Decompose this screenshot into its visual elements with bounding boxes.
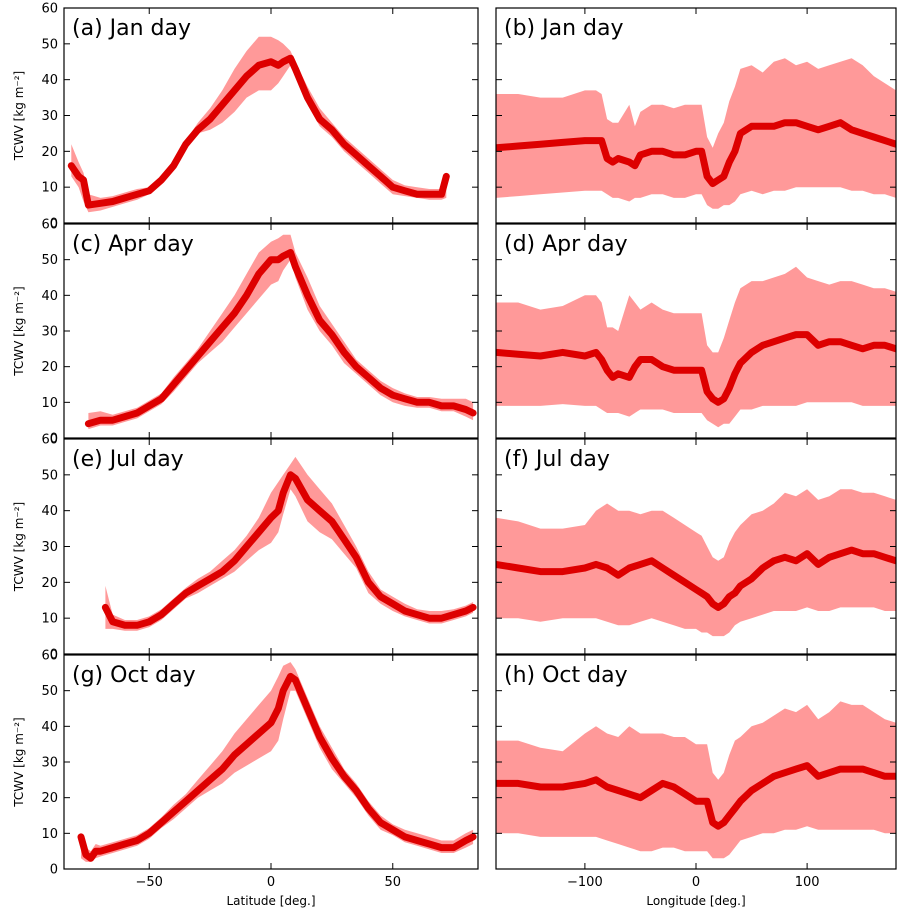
panel-6: 0 10 20 30 40 50 60 −50 0 50 (g) Oct day TCWV [kg m…: [12, 649, 479, 908]
y-tick-label: 40: [41, 289, 58, 304]
y-axis-label: TCWV [kg m⁻²]: [12, 71, 26, 161]
y-tick-label: 50: [41, 468, 58, 483]
y-tick-label: 40: [41, 504, 58, 519]
x-tick-label: 50: [384, 875, 401, 890]
y-tick-label: 10: [41, 827, 58, 842]
plot-area: [84, 234, 477, 430]
y-tick-label: 10: [41, 612, 58, 627]
plot-area: [496, 489, 896, 637]
y-tick-label: 30: [41, 756, 58, 771]
mean-line: [84, 249, 477, 428]
panel-7: −100 0 100 (h) Oct day Longitude [deg.]: [495, 654, 897, 908]
y-axis-label: TCWV [kg m⁻²]: [12, 502, 26, 592]
y-tick-label: 50: [41, 684, 58, 699]
x-tick-label: −50: [136, 875, 163, 890]
panel-label: (h) Oct day: [504, 663, 628, 688]
panel-4: 0 10 20 30 40 50 60 (e) Jul day TCWV [kg m⁻²]: [12, 433, 479, 663]
y-tick-label: 30: [41, 540, 58, 555]
mean-line: [496, 119, 896, 188]
y-tick-label: 20: [41, 576, 58, 591]
y-tick-label: 0: [50, 863, 58, 878]
y-tick-label: 10: [41, 181, 58, 196]
plot-area: [77, 662, 477, 862]
y-tick-label: 60: [41, 649, 58, 664]
x-axis-label: Latitude [deg.]: [227, 894, 316, 908]
y-tick-label: 10: [41, 396, 58, 411]
y-tick-label: 0: [50, 432, 58, 447]
panel-3: (d) Apr day: [495, 223, 897, 439]
uncertainty-band: [81, 662, 474, 862]
panel-label: (e) Jul day: [72, 447, 184, 472]
mean-line: [67, 54, 450, 209]
y-tick-label: 30: [41, 109, 58, 124]
panel-label: (a) Jan day: [72, 16, 191, 41]
y-axis-label: TCWV [kg m⁻²]: [12, 717, 26, 807]
mean-line: [496, 331, 896, 406]
plot-area: [496, 58, 896, 209]
y-tick-label: 60: [41, 433, 58, 448]
y-tick-label: 0: [50, 648, 58, 663]
plot-area: [496, 701, 896, 859]
x-tick-label: 100: [795, 875, 820, 890]
x-tick-label: 0: [267, 875, 275, 890]
y-tick-label: 20: [41, 145, 58, 160]
y-tick-label: 40: [41, 720, 58, 735]
panel-label: (d) Apr day: [504, 232, 628, 257]
mean-line: [77, 672, 477, 862]
y-tick-label: 0: [50, 217, 58, 232]
mean-line: [496, 546, 896, 611]
y-axis-label: TCWV [kg m⁻²]: [12, 286, 26, 376]
uncertainty-band: [496, 489, 896, 637]
panel-5: (f) Jul day: [495, 438, 897, 655]
y-tick-label: 30: [41, 325, 58, 340]
plot-area: [67, 36, 450, 213]
x-tick-label: 0: [692, 875, 700, 890]
y-tick-label: 50: [41, 37, 58, 52]
x-tick-label: −100: [567, 875, 603, 890]
panel-label: (b) Jan day: [504, 16, 624, 41]
panel-0: 0 10 20 30 40 50 60 (a) Jan day TCWV [kg m⁻²]: [12, 2, 479, 232]
panel-label: (f) Jul day: [504, 447, 610, 472]
panel-1: (b) Jan day: [495, 7, 897, 224]
y-tick-label: 20: [41, 791, 58, 806]
mean-line: [496, 762, 896, 830]
y-tick-label: 40: [41, 73, 58, 88]
mean-line: [101, 471, 477, 629]
panel-label: (c) Apr day: [72, 232, 194, 257]
uncertainty-band: [496, 58, 896, 209]
uncertainty-band: [496, 701, 896, 859]
plot-area: [496, 266, 896, 428]
uncertainty-band: [496, 266, 896, 428]
y-tick-label: 60: [41, 218, 58, 233]
y-tick-label: 60: [41, 2, 58, 17]
panel-2: 0 10 20 30 40 50 60 (c) Apr day TCWV [kg m⁻²]: [12, 218, 479, 447]
y-tick-label: 20: [41, 360, 58, 375]
plot-area: [101, 456, 477, 631]
x-axis-label: Longitude [deg.]: [646, 894, 745, 908]
y-tick-label: 50: [41, 253, 58, 268]
panel-label: (g) Oct day: [72, 663, 196, 688]
